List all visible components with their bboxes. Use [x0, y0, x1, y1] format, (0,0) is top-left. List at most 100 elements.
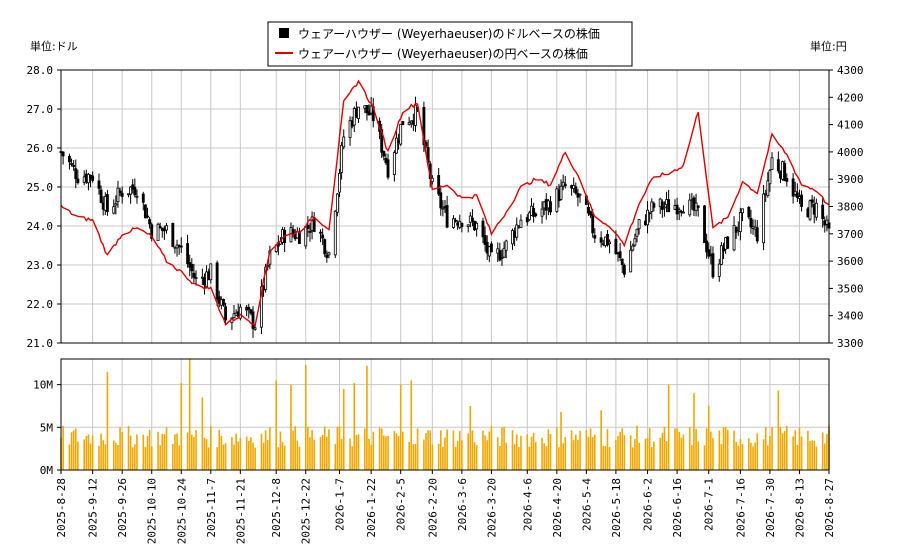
volume-bar: [604, 446, 607, 470]
volume-bar: [769, 436, 771, 470]
volume-bar: [621, 428, 624, 470]
volume-bar: [207, 447, 210, 470]
volume-bar: [490, 426, 493, 470]
volume-bar: [735, 441, 737, 470]
volume-bar: [366, 365, 368, 470]
candle-body: [766, 180, 770, 196]
candle-body: [587, 206, 590, 214]
volume-y-tick-label: 0M: [40, 464, 54, 477]
candle-body: [606, 233, 609, 246]
volume-bar: [423, 439, 425, 470]
volume-bar: [570, 430, 573, 470]
volume-bar: [385, 436, 387, 470]
volume-bar: [638, 442, 640, 470]
jpy-price-line: [60, 79, 830, 328]
candle-body: [325, 254, 329, 258]
x-tick-label: 2025-9-12: [87, 478, 100, 538]
volume-bar: [245, 436, 248, 470]
volume-bar: [193, 436, 195, 470]
candle-body: [762, 193, 766, 244]
candle-body: [146, 215, 149, 218]
volume-bar: [395, 433, 398, 470]
candle-body: [335, 193, 339, 213]
volume-bar: [180, 382, 183, 470]
volume-bar: [659, 437, 662, 470]
volume-bar: [815, 446, 818, 470]
x-tick-label: 2026-4-20: [551, 478, 564, 538]
volume-bar: [146, 436, 149, 470]
volume-bar: [653, 441, 655, 470]
volume-bar: [353, 382, 356, 470]
candle-body: [407, 122, 411, 125]
volume-bar: [165, 427, 168, 470]
candle-body: [717, 263, 721, 277]
volume-bar: [682, 434, 685, 470]
x-tick-label: 2025-8-28: [55, 478, 68, 538]
volume-bar: [410, 380, 413, 470]
volume-bar: [560, 411, 562, 470]
x-tick-label: 2026-6-2: [642, 478, 655, 531]
volume-bar: [475, 445, 478, 470]
volume-bar: [505, 442, 507, 470]
volume-bar: [629, 435, 632, 470]
volume-bar: [617, 436, 619, 470]
x-tick-label: 2026-8-13: [793, 478, 806, 538]
x-tick-label: 2026-2-20: [426, 478, 439, 538]
candle-body: [783, 163, 787, 181]
volume-bar: [129, 435, 132, 470]
legend-label-jpy: ウェアーハウザー (Weyerhaeuser)の円ベースの株価: [298, 46, 588, 61]
volume-bar: [454, 446, 457, 470]
volume-bar: [216, 447, 218, 470]
volume-bar: [826, 433, 828, 470]
volume-bar: [589, 428, 592, 470]
volume-bar: [222, 444, 225, 470]
volume-bar: [726, 429, 729, 470]
volume-bar: [644, 438, 647, 470]
volume-bar: [102, 440, 105, 470]
x-tick-label: 2026-2-5: [395, 478, 408, 531]
volume-bar: [572, 440, 575, 470]
volume-bar: [328, 429, 330, 470]
candle-body: [414, 104, 417, 126]
volume-bar: [473, 442, 476, 470]
y-left-tick-label: 24.0: [27, 220, 54, 233]
volume-bar: [334, 444, 337, 470]
volume-bar: [397, 436, 400, 470]
volume-bar: [70, 432, 73, 470]
x-tick-label: 2025-12-8: [270, 478, 283, 538]
volume-bar: [564, 437, 567, 470]
candle-body: [222, 298, 225, 306]
volume-bar: [796, 445, 799, 470]
volume-bar: [606, 429, 609, 470]
volume-bar: [355, 435, 358, 470]
candle-body: [76, 178, 80, 184]
volume-bar: [741, 444, 744, 470]
volume-bar: [134, 444, 136, 470]
volume-bar: [91, 435, 94, 470]
volume-bar: [264, 430, 267, 470]
volume-bar: [349, 438, 351, 470]
candle-body: [135, 195, 139, 198]
volume-bar: [89, 443, 92, 470]
volume-bar: [220, 435, 223, 470]
volume-bar: [545, 446, 548, 470]
volume-bar: [262, 442, 265, 470]
volume-bar: [336, 427, 339, 470]
volume-bar: [615, 439, 617, 470]
volume-bar: [292, 430, 294, 470]
volume-bar: [205, 439, 208, 470]
volume-bar: [144, 447, 147, 470]
candle-body: [460, 222, 464, 227]
candle-body: [190, 264, 194, 272]
candle-body: [118, 190, 122, 194]
volume-bar: [321, 434, 324, 470]
volume-bar: [412, 444, 415, 470]
candle-body: [578, 193, 582, 196]
volume-bar: [513, 444, 516, 470]
x-tick-label: 2025-11-21: [234, 478, 247, 544]
candle-body: [540, 208, 544, 217]
volume-bar: [764, 426, 767, 470]
volume-bar: [579, 430, 581, 470]
volume-bar: [131, 447, 134, 470]
volume-bar: [556, 427, 558, 470]
